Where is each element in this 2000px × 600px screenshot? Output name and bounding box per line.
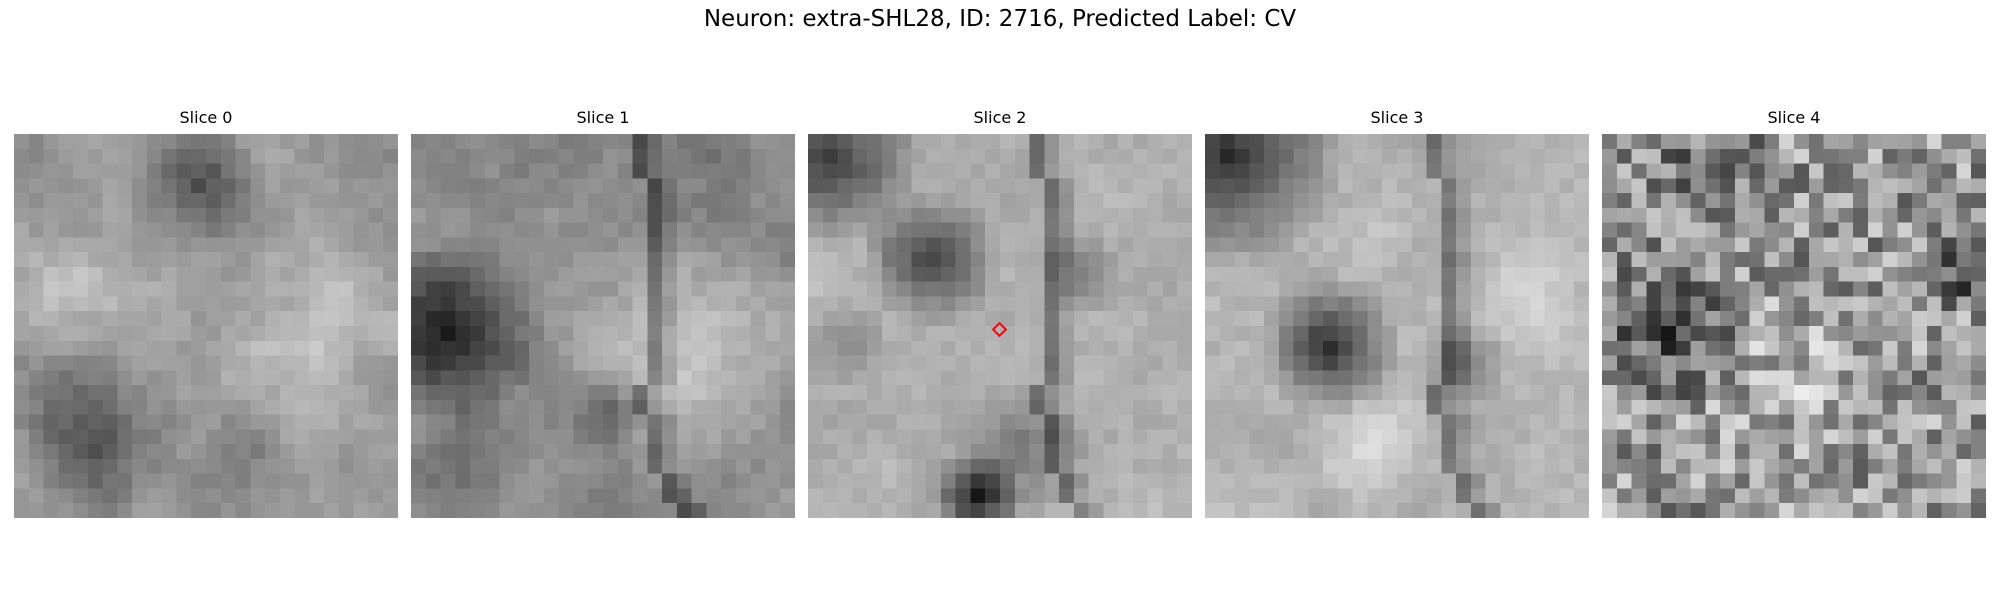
slice-panel-2: Slice 2 bbox=[808, 108, 1192, 518]
slice-title-2: Slice 2 bbox=[973, 108, 1027, 127]
slice-image-2 bbox=[808, 134, 1192, 518]
slice-image-0 bbox=[14, 134, 398, 518]
slice-image-4 bbox=[1602, 134, 1986, 518]
figure-title: Neuron: extra-SHL28, ID: 2716, Predicted… bbox=[703, 6, 1297, 32]
slice-panel-0: Slice 0 bbox=[14, 108, 398, 518]
slice-panel-3: Slice 3 bbox=[1205, 108, 1589, 518]
slice-panel-4: Slice 4 bbox=[1602, 108, 1986, 518]
slice-title-1: Slice 1 bbox=[576, 108, 630, 127]
slice-title-3: Slice 3 bbox=[1370, 108, 1424, 127]
slice-image-1 bbox=[411, 134, 795, 518]
slice-title-0: Slice 0 bbox=[179, 108, 233, 127]
slice-title-4: Slice 4 bbox=[1767, 108, 1821, 127]
slice-panel-1: Slice 1 bbox=[411, 108, 795, 518]
slice-image-3 bbox=[1205, 134, 1589, 518]
